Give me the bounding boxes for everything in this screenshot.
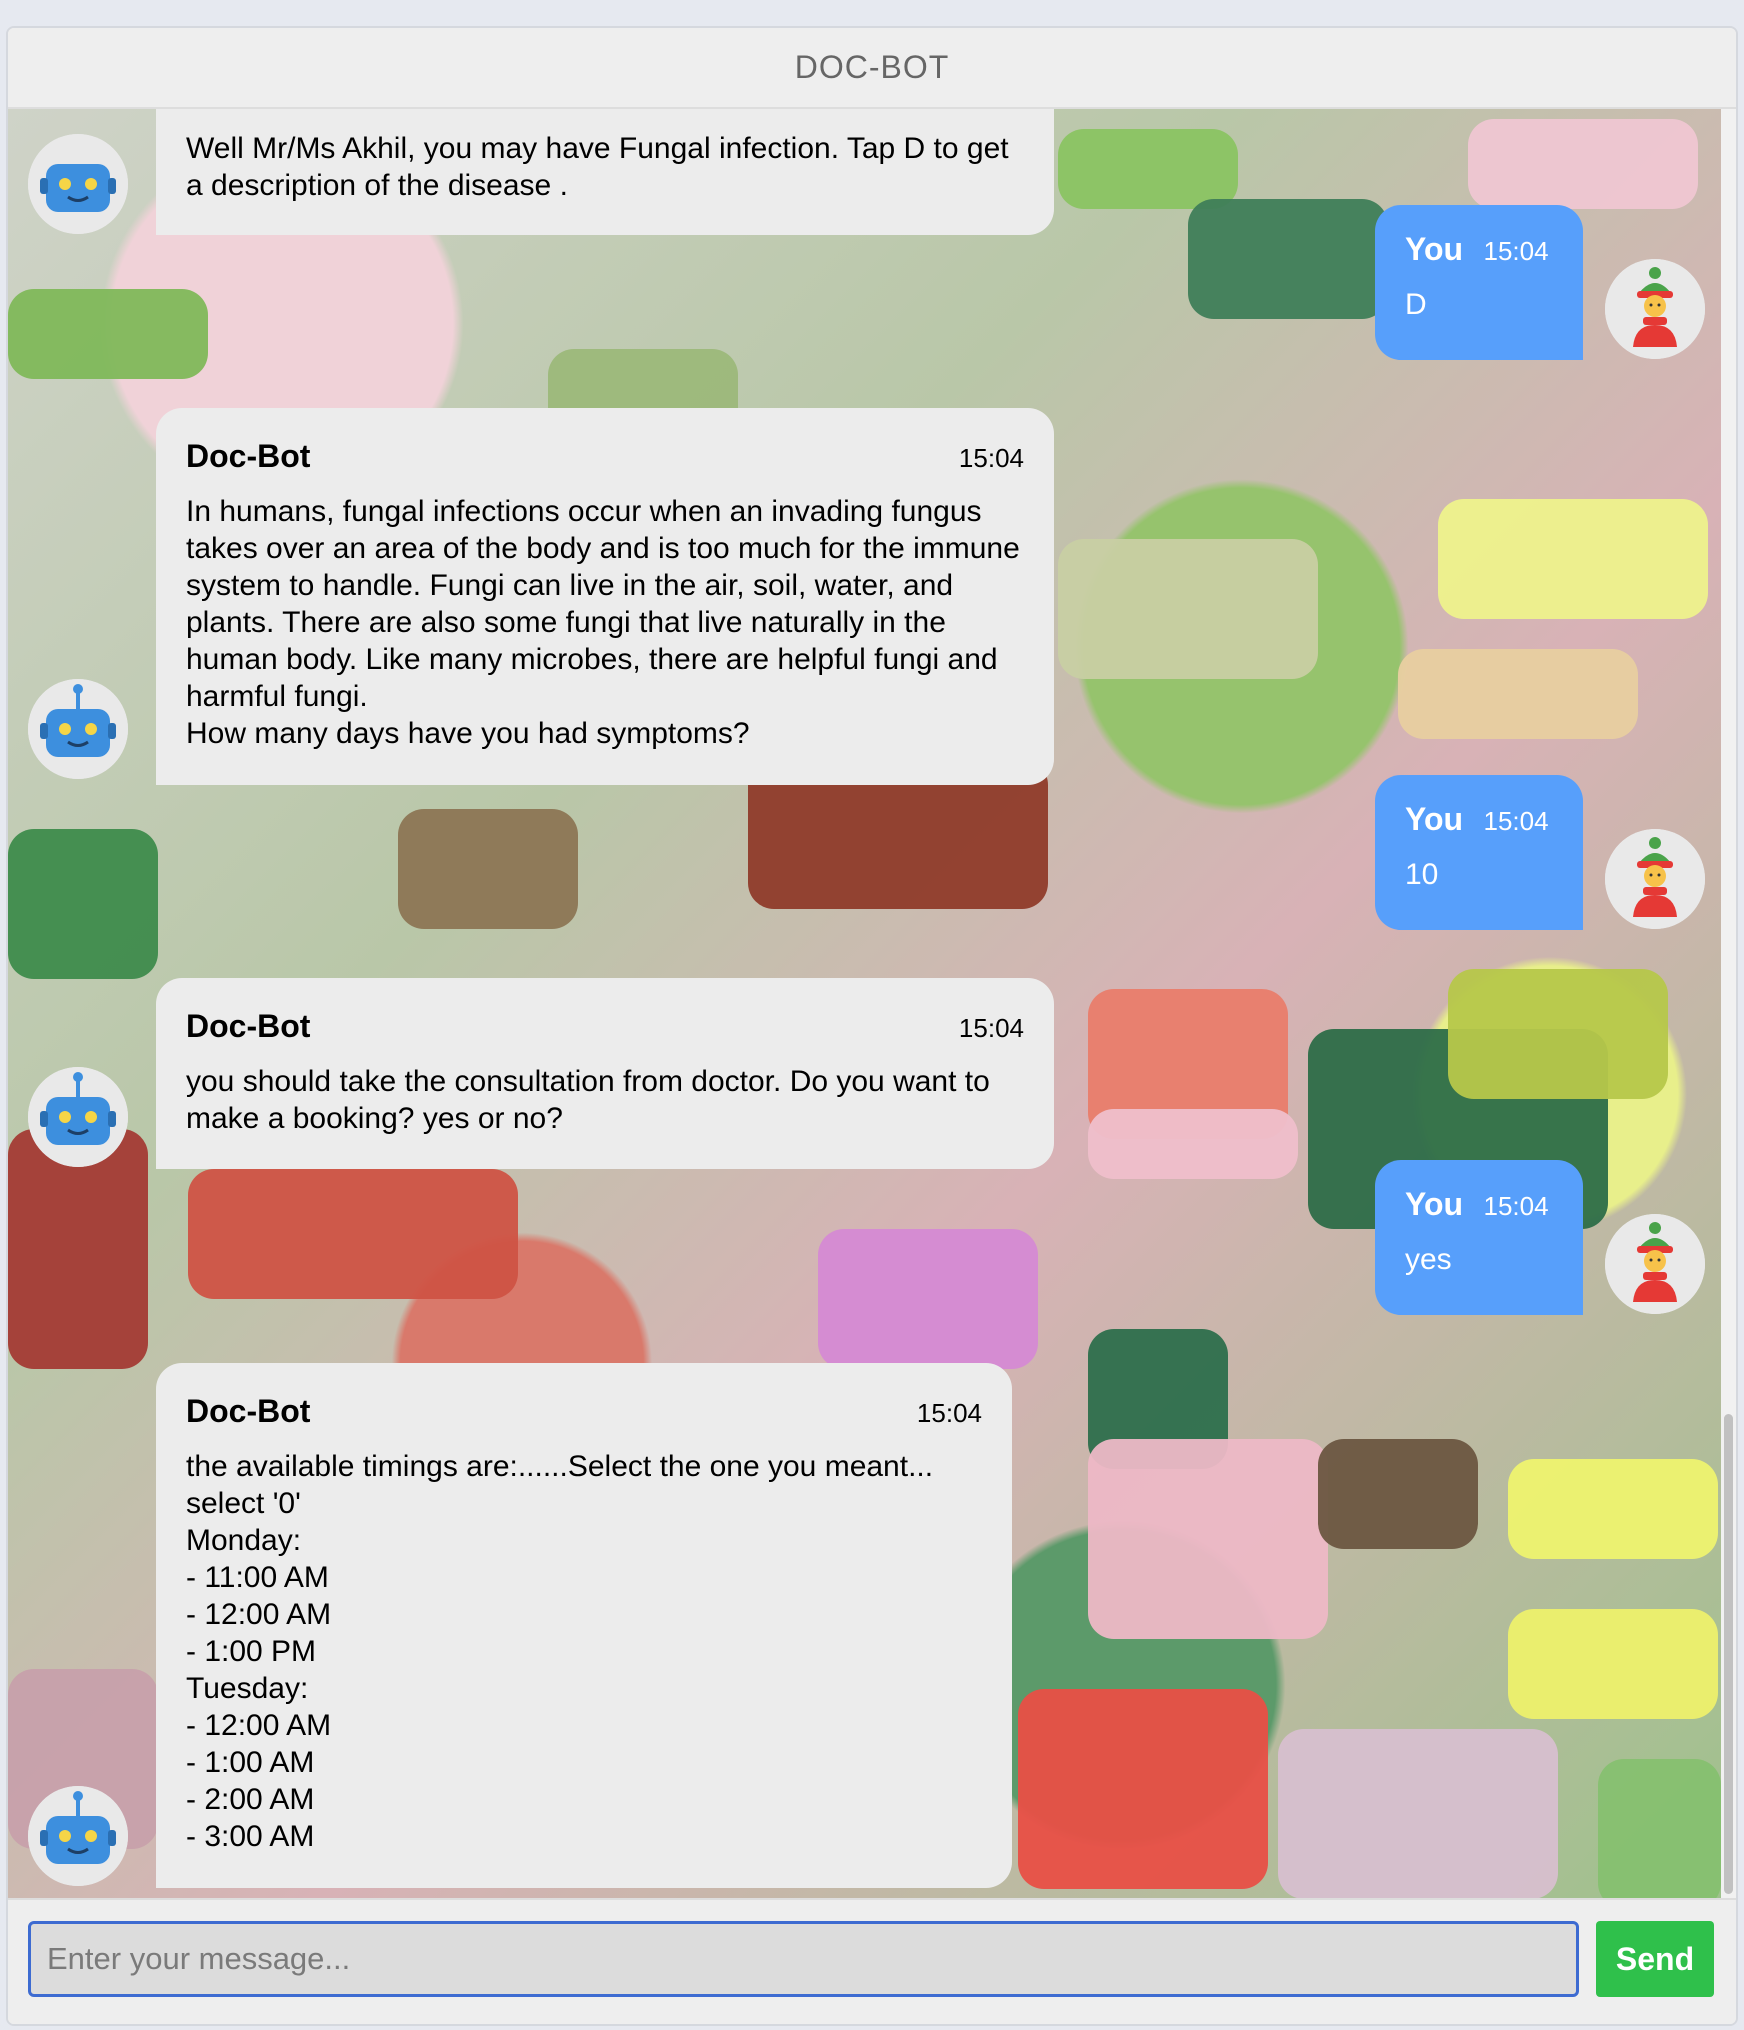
message-text: the available timings are:......Select t… xyxy=(186,1450,934,1853)
message-bot: Well Mr/Ms Akhil, you may have Fungal in… xyxy=(8,109,1058,249)
background-shape xyxy=(1018,1689,1268,1889)
background-shape xyxy=(1058,129,1238,209)
message-text: D xyxy=(1405,288,1427,321)
message-bubble: You 15:04 D xyxy=(1375,205,1583,360)
message-input[interactable] xyxy=(28,1921,1579,1997)
robot-avatar-icon xyxy=(28,1067,128,1167)
background-shape xyxy=(8,829,158,979)
message-time: 15:04 xyxy=(958,1013,1024,1043)
background-shape xyxy=(1598,1759,1721,1900)
robot-avatar-icon xyxy=(28,679,128,779)
background-shape xyxy=(1398,649,1638,739)
message-text: In humans, fungal infections occur when … xyxy=(186,495,1020,750)
background-shape xyxy=(1188,199,1388,319)
background-shape xyxy=(188,1169,518,1299)
background-shape xyxy=(818,1229,1038,1369)
message-sender: You xyxy=(1405,231,1464,267)
background-shape xyxy=(1318,1439,1478,1549)
message-text: Well Mr/Ms Akhil, you may have Fungal in… xyxy=(186,132,1009,202)
message-sender: Doc-Bot xyxy=(186,438,311,474)
person-with-hat-avatar-icon xyxy=(1605,1214,1705,1314)
message-bubble: You 15:04 10 xyxy=(1375,775,1583,930)
background-shape xyxy=(1278,1729,1558,1899)
chat-header: DOC-BOT xyxy=(8,28,1736,109)
background-shape xyxy=(1448,969,1668,1099)
message-text: 10 xyxy=(1405,858,1439,891)
chat-window: DOC-BOT xyxy=(6,26,1738,2026)
message-time: 15:04 xyxy=(1483,1191,1549,1221)
message-bubble: Well Mr/Ms Akhil, you may have Fungal in… xyxy=(156,109,1054,235)
message-composer: Send xyxy=(8,1898,1736,2024)
background-shape xyxy=(8,1129,148,1369)
background-shape xyxy=(1088,1109,1298,1179)
robot-avatar-icon xyxy=(28,1786,128,1886)
background-shape xyxy=(1468,119,1698,209)
message-bubble: Doc-Bot 15:04 you should take the consul… xyxy=(156,978,1054,1169)
scrollbar-thumb[interactable] xyxy=(1724,1414,1733,1894)
message-bubble: You 15:04 yes xyxy=(1375,1160,1583,1315)
message-time: 15:04 xyxy=(916,1398,982,1428)
background-shape xyxy=(1508,1609,1718,1719)
message-sender: Doc-Bot xyxy=(186,1393,311,1429)
message-text: yes xyxy=(1405,1243,1452,1276)
message-time: 15:04 xyxy=(1483,806,1549,836)
background-shape xyxy=(8,289,208,379)
message-sender: You xyxy=(1405,1186,1464,1222)
background-shape xyxy=(1088,1439,1328,1639)
background-shape xyxy=(1438,499,1708,619)
message-bubble: Doc-Bot 15:04 In humans, fungal infectio… xyxy=(156,408,1054,785)
message-time: 15:04 xyxy=(1483,236,1549,266)
message-bubble: Doc-Bot 15:04 the available timings are:… xyxy=(156,1363,1012,1888)
message-text: you should take the consultation from do… xyxy=(186,1065,990,1135)
app-title: DOC-BOT xyxy=(794,49,950,85)
message-sender: Doc-Bot xyxy=(186,1008,311,1044)
background-shape xyxy=(398,809,578,929)
person-with-hat-avatar-icon xyxy=(1605,259,1705,359)
robot-avatar-icon xyxy=(28,134,128,234)
background-shape xyxy=(1058,539,1318,679)
person-with-hat-avatar-icon xyxy=(1605,829,1705,929)
message-time: 15:04 xyxy=(958,443,1024,473)
chat-scrollbar[interactable] xyxy=(1721,109,1736,1900)
message-sender: You xyxy=(1405,801,1464,837)
background-shape xyxy=(1508,1459,1718,1559)
chat-area[interactable]: Well Mr/Ms Akhil, you may have Fungal in… xyxy=(8,109,1721,1900)
send-button[interactable]: Send xyxy=(1596,1921,1714,1997)
